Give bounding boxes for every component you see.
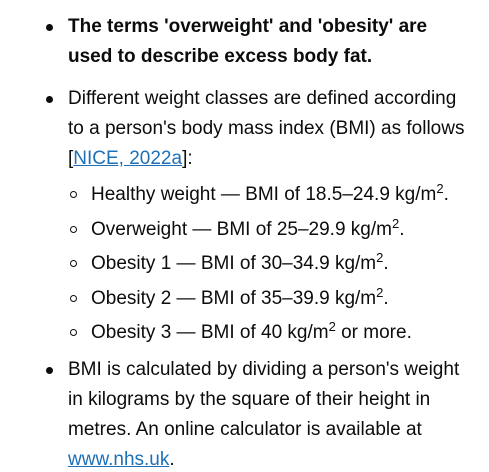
- sublist-item-label: Obesity 3 — BMI of 40 kg/m: [91, 322, 329, 343]
- bullet-dot-icon: [46, 24, 53, 31]
- superscript: 2: [376, 284, 384, 300]
- nhs-website-link[interactable]: www.nhs.uk: [68, 448, 170, 470]
- superscript: 2: [328, 319, 336, 334]
- circle-bullet-icon: [70, 329, 77, 336]
- sublist-item-label: Obesity 2 — BMI of 35–39.9 kg/m: [91, 287, 377, 309]
- sublist-item-label: Overweight — BMI of 25–29.9 kg/m: [91, 218, 392, 240]
- nice-reference-link[interactable]: NICE, 2022a: [73, 148, 183, 169]
- circle-bullet-icon: [70, 191, 77, 198]
- superscript: 2: [436, 181, 444, 196]
- bullet-list: The terms 'overweight' and 'obesity' are…: [0, 12, 489, 472]
- sublist-item-suffix: or more.: [335, 322, 412, 343]
- sublist-item-overweight: Overweight — BMI of 25–29.9 kg/m2.: [68, 213, 469, 248]
- weight-classes-intro: Different weight classes are defined acc…: [68, 88, 465, 169]
- definition-text: The terms 'overweight' and 'obesity' are…: [68, 16, 428, 67]
- sublist-item-suffix: .: [383, 287, 389, 309]
- sublist-item-obesity-3: Obesity 3 — BMI of 40 kg/m2 or more.: [68, 316, 469, 351]
- sublist-item-suffix: .: [443, 184, 449, 205]
- sublist-item-obesity-1: Obesity 1 — BMI of 30–34.9 kg/m2.: [68, 247, 469, 282]
- bmi-calculation-text-end: .: [169, 448, 175, 470]
- list-item-bmi-calculation: BMI is calculated by dividing a person's…: [0, 355, 489, 472]
- list-item-weight-classes: Different weight classes are defined acc…: [0, 84, 489, 351]
- sublist-item-suffix: .: [383, 253, 389, 274]
- bullet-dot-icon: [46, 96, 53, 103]
- weight-classes-intro-end: ]:: [182, 148, 193, 169]
- sublist-item-healthy-weight: Healthy weight — BMI of 18.5–24.9 kg/m2.: [68, 178, 469, 213]
- circle-bullet-icon: [70, 260, 77, 267]
- sublist-item-label: Healthy weight — BMI of 18.5–24.9 kg/m: [91, 184, 437, 205]
- superscript: 2: [376, 250, 384, 265]
- list-item-definition: The terms 'overweight' and 'obesity' are…: [0, 12, 489, 72]
- sublist-item-obesity-2: Obesity 2 — BMI of 35–39.9 kg/m2.: [68, 282, 469, 317]
- circle-bullet-icon: [70, 225, 77, 233]
- sublist-item-label: Obesity 1 — BMI of 30–34.9 kg/m: [91, 253, 377, 274]
- circle-bullet-icon: [70, 294, 77, 302]
- bullet-dot-icon: [46, 366, 53, 374]
- sublist-item-suffix: .: [399, 218, 405, 240]
- weight-class-sublist: Healthy weight — BMI of 18.5–24.9 kg/m2.…: [68, 178, 469, 351]
- superscript: 2: [391, 215, 400, 231]
- bmi-calculation-text: BMI is calculated by dividing a person's…: [68, 358, 460, 440]
